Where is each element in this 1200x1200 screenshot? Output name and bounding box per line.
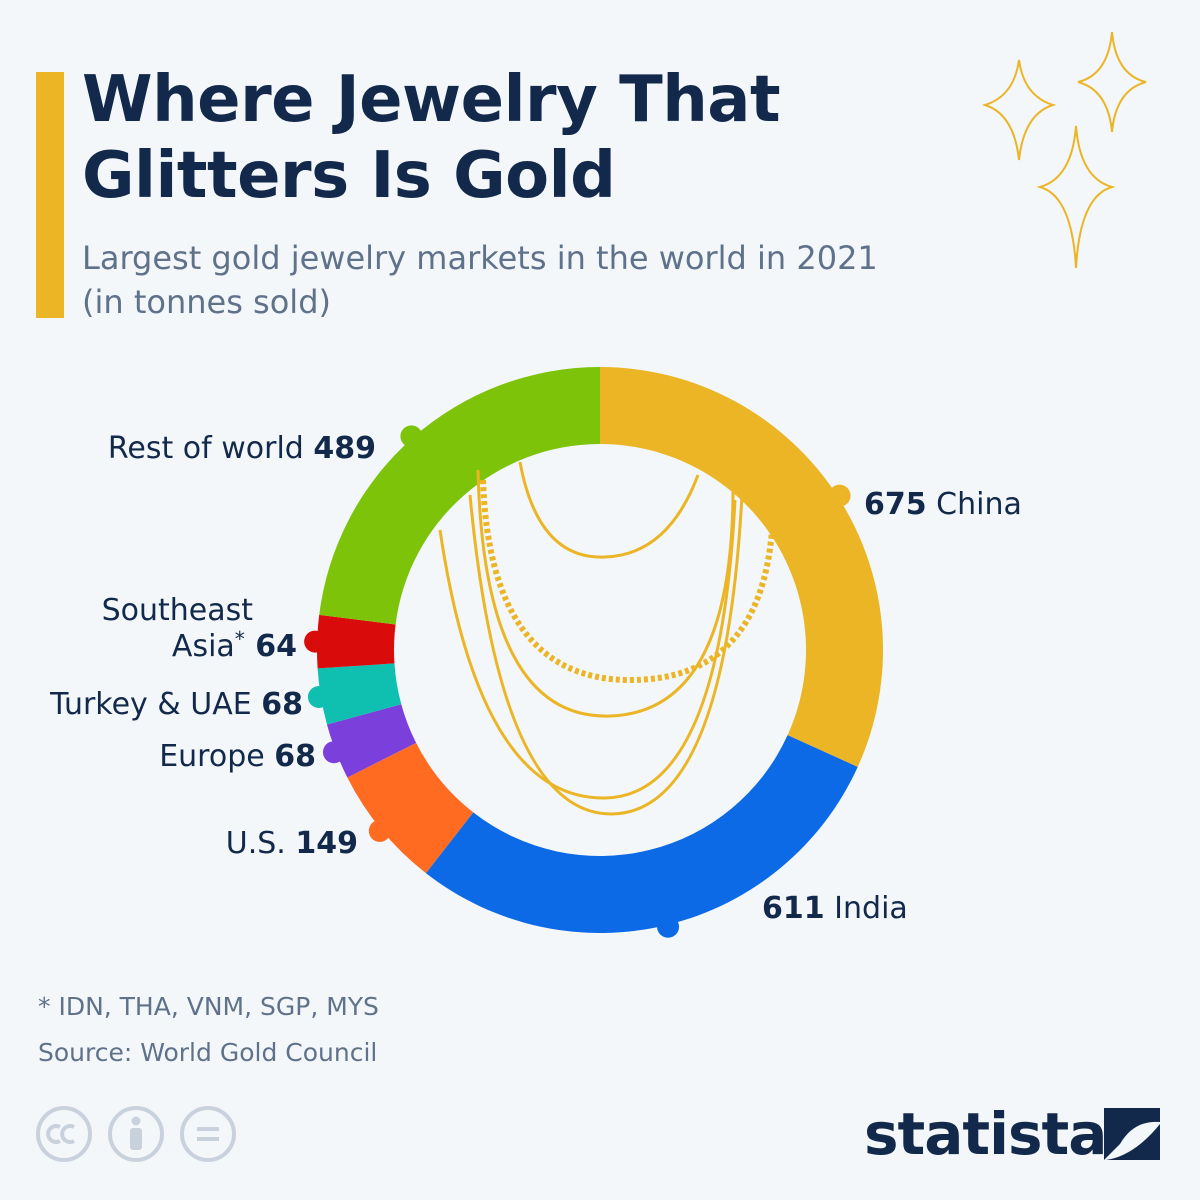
slice-labels: 675 China 611 India U.S. 149 Europe 68 Turke…: [49, 425, 1022, 938]
label-southeast-asia-line1: Southeast: [102, 593, 254, 628]
title-line-2: Glitters Is Gold: [82, 139, 616, 213]
sparkle-icon: [1036, 125, 1116, 269]
label-dot-india: [657, 915, 680, 938]
subtitle-line-2: (in tonnes sold): [82, 283, 331, 321]
label-dot-europe: [322, 741, 345, 764]
label-india: 611 India: [762, 891, 908, 926]
donut-slices: [317, 367, 884, 934]
license-icons: [36, 1106, 236, 1162]
label-southeast-asia: Asia* 64: [172, 627, 297, 664]
slice-india: [425, 735, 858, 934]
chart-subtitle: Largest gold jewelry markets in the worl…: [82, 236, 1002, 324]
label-dot-turkey-uae: [307, 685, 330, 708]
title-accent-bar: [36, 72, 64, 318]
label-turkey-uae: Turkey & UAE 68: [49, 687, 303, 722]
no-derivatives-icon: [180, 1106, 236, 1162]
slice-turkey-uae: [317, 663, 402, 725]
attribution-icon: [108, 1106, 164, 1162]
label-dot-china: [828, 484, 851, 507]
label-rest-of-world: Rest of world 489: [108, 431, 376, 466]
label-u-s: U.S. 149: [226, 826, 358, 861]
necklace-illustration: [438, 461, 775, 816]
source-note: Source: World Gold Council: [38, 1038, 378, 1067]
title-line-1: Where Jewelry That: [82, 63, 781, 137]
sparkle-icon: [981, 59, 1057, 161]
label-dot-u-s: [368, 819, 391, 842]
label-dot-southeast-asia: [304, 630, 327, 653]
cc-icon: [36, 1106, 92, 1162]
subtitle-line-1: Largest gold jewelry markets in the worl…: [82, 239, 878, 277]
slice-u-s: [347, 742, 474, 874]
sparkles-decoration: [981, 31, 1147, 269]
chart-title: Where Jewelry That Glitters Is Gold: [82, 62, 781, 214]
slice-southeast-asia: [317, 614, 396, 669]
footnote: * IDN, THA, VNM, SGP, MYS: [38, 992, 379, 1021]
sparkle-icon: [1077, 31, 1147, 133]
statista-logo-icon: [1104, 1108, 1160, 1160]
statista-logo-text: statista: [864, 1100, 1107, 1168]
slice-china: [600, 367, 884, 767]
slice-europe: [326, 704, 417, 778]
label-china: 675 China: [864, 487, 1022, 522]
slice-rest-of-world: [319, 367, 600, 625]
label-dot-rest-of-world: [400, 425, 423, 448]
label-europe: Europe 68: [159, 739, 316, 774]
